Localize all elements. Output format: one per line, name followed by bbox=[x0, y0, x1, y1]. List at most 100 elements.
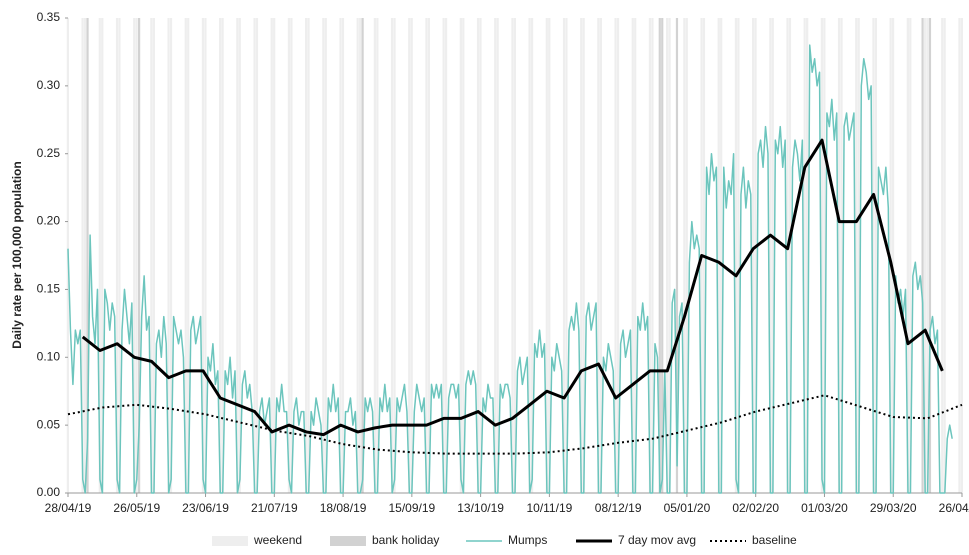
weekend-band bbox=[717, 18, 720, 493]
weekend-band bbox=[81, 18, 84, 493]
weekend-band bbox=[511, 18, 514, 493]
weekend-band bbox=[359, 18, 362, 493]
weekend-band bbox=[582, 18, 585, 493]
bank-holiday-band bbox=[661, 18, 664, 493]
legend-label: bank holiday bbox=[372, 533, 439, 547]
weekend-band bbox=[479, 18, 482, 493]
weekend-band bbox=[270, 18, 273, 493]
weekend-band bbox=[872, 18, 875, 493]
legend-swatch bbox=[212, 536, 248, 546]
x-tick-label: 29/03/20 bbox=[870, 501, 917, 515]
weekend-band bbox=[135, 18, 138, 493]
weekend-band bbox=[169, 18, 173, 493]
weekend-band bbox=[892, 18, 895, 493]
legend-label: baseline bbox=[752, 533, 797, 547]
weekend-band bbox=[599, 18, 602, 493]
series-line bbox=[67, 394, 963, 455]
weekend-band bbox=[754, 18, 757, 493]
weekend-band bbox=[545, 18, 548, 493]
weekend-band bbox=[307, 18, 310, 493]
bank-holiday-band bbox=[658, 18, 661, 493]
weekend-band bbox=[410, 18, 413, 493]
weekend-band bbox=[184, 18, 187, 493]
y-axis-label: Daily rate per 100,000 population bbox=[10, 161, 24, 348]
weekend-band bbox=[236, 18, 239, 493]
weekend-band bbox=[442, 18, 445, 493]
weekend-band bbox=[786, 18, 789, 493]
weekend-band bbox=[322, 18, 325, 493]
x-tick-label: 05/01/20 bbox=[664, 501, 711, 515]
weekend-band bbox=[580, 18, 583, 493]
weekend-band bbox=[666, 18, 669, 493]
weekend-band bbox=[837, 18, 841, 493]
weekend-band bbox=[530, 18, 534, 493]
weekend-band bbox=[83, 18, 87, 493]
weekend-band bbox=[562, 18, 566, 493]
x-tick-label: 08/12/19 bbox=[595, 501, 642, 515]
series-line bbox=[67, 44, 953, 494]
weekend-band bbox=[597, 18, 600, 493]
weekend-band bbox=[855, 18, 858, 493]
y-tick-label: 0.10 bbox=[37, 349, 61, 363]
weekend-band bbox=[958, 18, 961, 493]
weekend-band bbox=[253, 18, 256, 493]
weekend-band bbox=[513, 18, 516, 493]
weekend-band bbox=[683, 18, 686, 493]
weekend-band bbox=[476, 18, 480, 493]
weekend-band bbox=[668, 18, 671, 493]
weekend-band bbox=[255, 18, 259, 493]
weekend-band bbox=[115, 18, 119, 493]
x-tick-label: 10/11/19 bbox=[526, 501, 572, 515]
y-tick-label: 0.25 bbox=[37, 146, 61, 160]
x-tick-label: 18/08/19 bbox=[320, 501, 367, 515]
weekend-band bbox=[98, 18, 101, 493]
weekend-band bbox=[133, 18, 136, 493]
weekend-band bbox=[769, 18, 772, 493]
x-tick-label: 13/10/19 bbox=[457, 501, 504, 515]
weekend-band bbox=[390, 18, 394, 493]
weekend-band bbox=[651, 18, 654, 493]
bank-holiday-band bbox=[675, 18, 679, 493]
x-tick-label: 28/04/19 bbox=[45, 501, 92, 515]
weekend-band bbox=[494, 18, 497, 493]
weekend-band bbox=[290, 18, 293, 493]
x-tick-label: 15/09/19 bbox=[388, 501, 435, 515]
weekend-band bbox=[356, 18, 359, 493]
weekend-band bbox=[926, 18, 929, 493]
weekend-band bbox=[565, 18, 568, 493]
weekend-band bbox=[820, 18, 823, 493]
weekend-band bbox=[923, 18, 927, 493]
weekend-band bbox=[803, 18, 806, 493]
weekend-band bbox=[857, 18, 860, 493]
weekend-band bbox=[427, 18, 431, 493]
y-tick-label: 0.20 bbox=[37, 214, 61, 228]
weekend-band bbox=[373, 18, 376, 493]
weekend-band bbox=[823, 18, 826, 493]
weekend-band bbox=[634, 18, 637, 493]
weekend-band bbox=[648, 18, 652, 493]
weekend-band bbox=[287, 18, 291, 493]
weekend-band bbox=[874, 18, 878, 493]
weekend-band bbox=[273, 18, 276, 493]
weekend-band bbox=[118, 18, 121, 493]
legend-label: Mumps bbox=[508, 533, 547, 547]
x-tick-label: 01/03/20 bbox=[801, 501, 848, 515]
weekend-band bbox=[219, 18, 222, 493]
y-tick-label: 0.35 bbox=[37, 10, 61, 24]
weekend-band bbox=[376, 18, 379, 493]
weekend-band bbox=[101, 18, 104, 493]
weekend-band bbox=[906, 18, 909, 493]
bank-holiday-band bbox=[921, 18, 924, 493]
weekend-band bbox=[462, 18, 465, 493]
y-tick-label: 0.15 bbox=[37, 282, 61, 296]
weekend-band bbox=[341, 18, 345, 493]
legend-label: weekend bbox=[253, 533, 302, 547]
weekend-band bbox=[408, 18, 411, 493]
weekend-band bbox=[720, 18, 723, 493]
weekend-band bbox=[737, 18, 740, 493]
weekend-band bbox=[150, 18, 153, 493]
weekend-band bbox=[752, 18, 755, 493]
weekend-band bbox=[528, 18, 531, 493]
legend-label: 7 day mov avg bbox=[618, 533, 696, 547]
weekend-band bbox=[425, 18, 428, 493]
